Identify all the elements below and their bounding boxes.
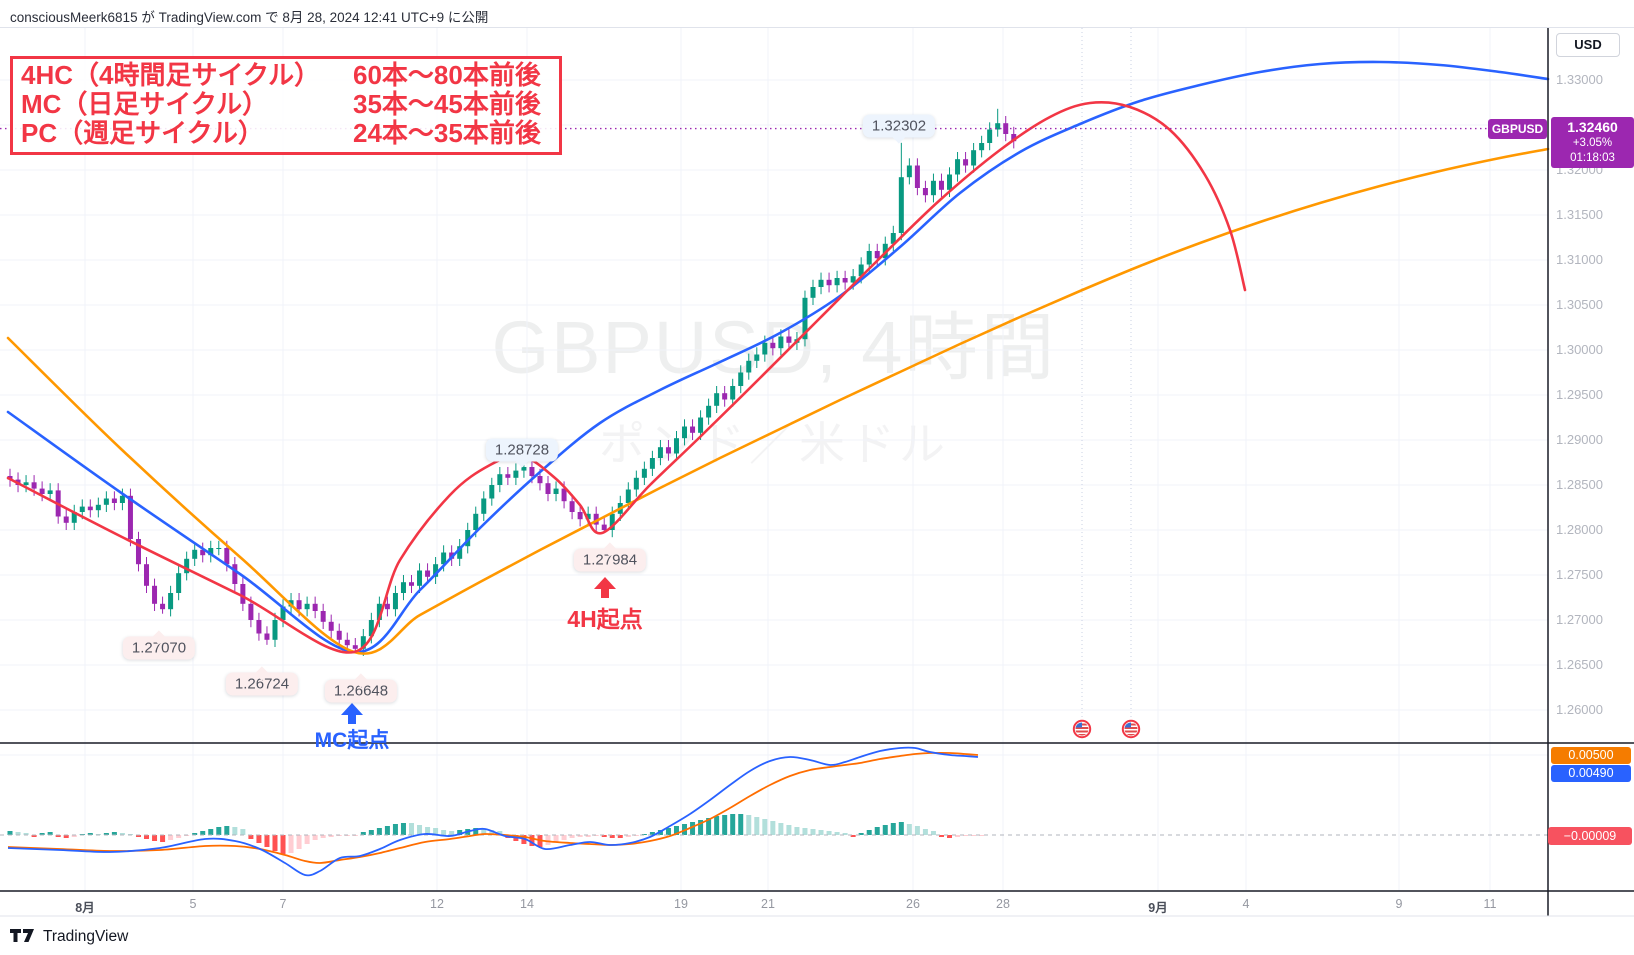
macd-signal-line (7, 751, 979, 864)
annotation-label: 4HC（4時間足サイクル） (21, 60, 321, 90)
macd-signal-value-label: 0.00500 (1551, 747, 1631, 764)
pc-cycle-orange[interactable] (6, 147, 1550, 655)
annotation-row: 4HC（4時間足サイクル） 60本〜80本前後 (21, 61, 551, 90)
us-flag-event-icon (1121, 719, 1141, 739)
currency-button[interactable]: USD (1556, 33, 1620, 57)
annotation-arrows (341, 577, 616, 724)
annotation-row: PC（週足サイクル） 24本〜35本前後 (21, 119, 551, 148)
annotation-label: MC（日足サイクル） (21, 89, 269, 119)
publish-info-text: consciousMeerk6815 が TradingView.com で 8… (10, 10, 489, 25)
current-price: 1.32460 (1567, 119, 1618, 135)
event-lines (1081, 28, 1132, 738)
annotation-value: 24本〜35本前後 (353, 118, 541, 148)
price-change-percent: +3.05% (1572, 137, 1613, 149)
us-flag-event-icon (1072, 719, 1092, 739)
economic-event-icons[interactable] (1072, 719, 1141, 739)
up-arrow-icon (341, 703, 363, 724)
tradingview-brand-text: TradingView (43, 928, 129, 945)
tradingview-brand[interactable]: TradingView (10, 928, 128, 946)
4h-cycle-red[interactable] (6, 100, 1247, 654)
annotation-label: PC（週足サイクル） (21, 118, 264, 148)
price-gridlines (0, 79, 1548, 711)
bar-countdown: 01:18:03 (1570, 152, 1615, 164)
macd-main-line (7, 746, 979, 877)
cycle-annotation-box[interactable]: 4HC（4時間足サイクル） 60本〜80本前後 MC（日足サイクル） 35本〜4… (10, 56, 562, 155)
annotation-value: 60本〜80本前後 (353, 60, 541, 90)
candlestick-series (7, 108, 1017, 656)
macd-histogram-value-label: −0.00009 (1548, 827, 1632, 845)
publish-header: consciousMeerk6815 が TradingView.com で 8… (0, 0, 1634, 28)
annotation-row: MC（日足サイクル） 35本〜45本前後 (21, 90, 551, 119)
annotation-value: 35本〜45本前後 (353, 89, 541, 119)
macd-line-value-label: 0.00490 (1551, 765, 1631, 782)
symbol-price-tag: GBPUSD (1488, 119, 1547, 139)
up-arrow-icon (594, 577, 616, 598)
time-gridlines (84, 28, 1491, 891)
current-price-label: 1.32460 +3.05% 01:18:03 (1551, 117, 1634, 168)
tradingview-logo-icon (10, 929, 34, 942)
